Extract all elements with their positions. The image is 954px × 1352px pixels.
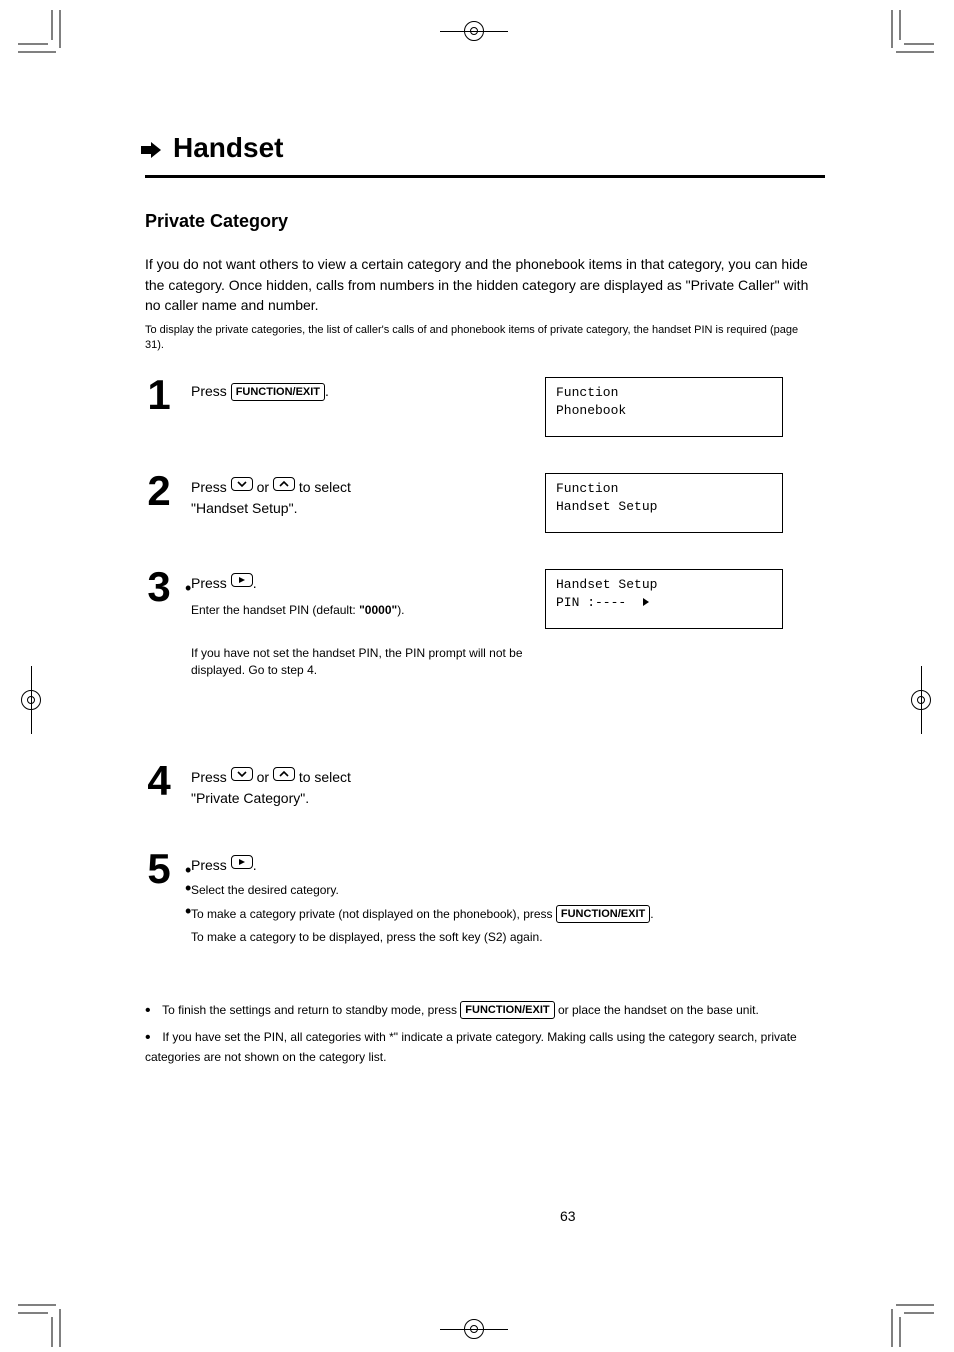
step-3-text-b: . [253, 575, 257, 591]
step-1-text-post: . [325, 383, 329, 399]
step-5-sub-a: Select the desired category. [191, 883, 339, 897]
step-5: 5 • Press . • Select the desired categor… [145, 855, 825, 975]
section-intro: Private Category If you do not want othe… [145, 208, 815, 353]
registration-mark-bottom [440, 1316, 508, 1342]
registration-mark-top [440, 18, 508, 44]
lcd-display-3: Handset Setup PIN :---- [545, 569, 783, 629]
crop-mark-br [878, 1291, 926, 1339]
step-1-text-pre: Press [191, 383, 231, 399]
crop-mark-tr [878, 10, 926, 58]
lcd-line-1: Handset Setup [556, 576, 772, 594]
lcd-line-1: Function [556, 384, 772, 402]
step-3: 3 • Press . Enter the handset PIN (defau… [145, 573, 825, 743]
header-title: Handset [173, 132, 283, 164]
step-3-sub1c: ). [397, 603, 404, 617]
bullet-icon: • [185, 905, 191, 917]
bullet-icon: • [185, 863, 191, 877]
footnotes: • To finish the settings and return to s… [145, 999, 825, 1067]
lcd-line-2: Phonebook [556, 402, 772, 420]
bullet-icon: • [185, 581, 191, 595]
lcd-display-1: Function Phonebook [545, 377, 783, 437]
step-4-quote: "Private Category" [191, 790, 305, 806]
step-number: 4 [141, 757, 177, 805]
note-a-pre: To finish the settings and return to sta… [162, 1003, 460, 1017]
registration-mark-right [908, 666, 934, 734]
step-3-sub1b: "0000" [359, 603, 397, 617]
section-heading: Private Category [145, 211, 288, 231]
right-key-icon [231, 573, 253, 587]
up-key-icon [273, 767, 295, 781]
crop-mark-bl [18, 1291, 66, 1339]
lcd-line-2-text: PIN :---- [556, 595, 642, 610]
step-2-quote: "Handset Setup" [191, 500, 294, 516]
step-2-post: . [294, 500, 298, 516]
registration-mark-left [18, 666, 44, 734]
function-exit-key: FUNCTION/EXIT [231, 383, 325, 401]
step-2-text-a: Press [191, 479, 231, 495]
function-exit-key: FUNCTION/EXIT [556, 905, 650, 923]
up-key-icon [273, 477, 295, 491]
step-number: 3 [141, 563, 177, 611]
header-arrow-icon [141, 142, 163, 160]
lcd-line-2: Handset Setup [556, 498, 772, 516]
step-5-sub-c: To make a category to be displayed, pres… [191, 929, 711, 946]
down-key-icon [231, 477, 253, 491]
step-4-text-a: Press [191, 769, 231, 785]
down-key-icon [231, 767, 253, 781]
lcd-line-1: Function [556, 480, 772, 498]
step-5-sub-b-post: . [650, 907, 653, 921]
function-exit-key: FUNCTION/EXIT [460, 1001, 554, 1019]
page-header: Handset [145, 140, 825, 178]
note-b: If you have set the PIN, all categories … [145, 1030, 797, 1064]
step-2-text-b: or [257, 479, 273, 495]
step-3-text-a: Press [191, 575, 231, 591]
lcd-display-2: Function Handset Setup [545, 473, 783, 533]
step-5-text-a: Press [191, 857, 231, 873]
step-1: 1 Press FUNCTION/EXIT. Function Phoneboo… [145, 381, 825, 453]
intro-text: If you do not want others to view a cert… [145, 256, 808, 313]
step-4-text-c: to select [299, 769, 351, 785]
step-5-text-b: . [253, 857, 257, 873]
right-key-icon [231, 855, 253, 869]
step-4: 4 Press or to select "Private Category". [145, 767, 825, 831]
step-number: 1 [141, 371, 177, 419]
step-3-sub2: If you have not set the handset PIN, the… [191, 645, 543, 679]
step-number: 5 [141, 845, 177, 893]
page-content: Handset Private Category If you do not w… [145, 140, 825, 1071]
steps-list: 1 Press FUNCTION/EXIT. Function Phoneboo… [145, 381, 825, 975]
bullet-icon: • [145, 999, 159, 1022]
step-number: 2 [141, 467, 177, 515]
step-2: 2 Press or to select "Handset Setup". Fu… [145, 477, 825, 549]
note-a-post: or place the handset on the base unit. [558, 1003, 759, 1017]
intro-small: To display the private categories, the l… [145, 323, 815, 353]
step-2-text-c: to select [299, 479, 351, 495]
bullet-icon: • [185, 882, 191, 894]
step-3-sub1a: Enter the handset PIN (default: [191, 603, 359, 617]
step-5-sub-b-pre: To make a category private (not displaye… [191, 907, 556, 921]
cursor-triangle-icon [642, 595, 650, 613]
page-number: 63 [560, 1208, 576, 1224]
crop-mark-tl [18, 10, 66, 58]
bullet-icon: • [145, 1026, 159, 1049]
step-4-text-b: or [257, 769, 273, 785]
step-4-post: . [305, 790, 309, 806]
